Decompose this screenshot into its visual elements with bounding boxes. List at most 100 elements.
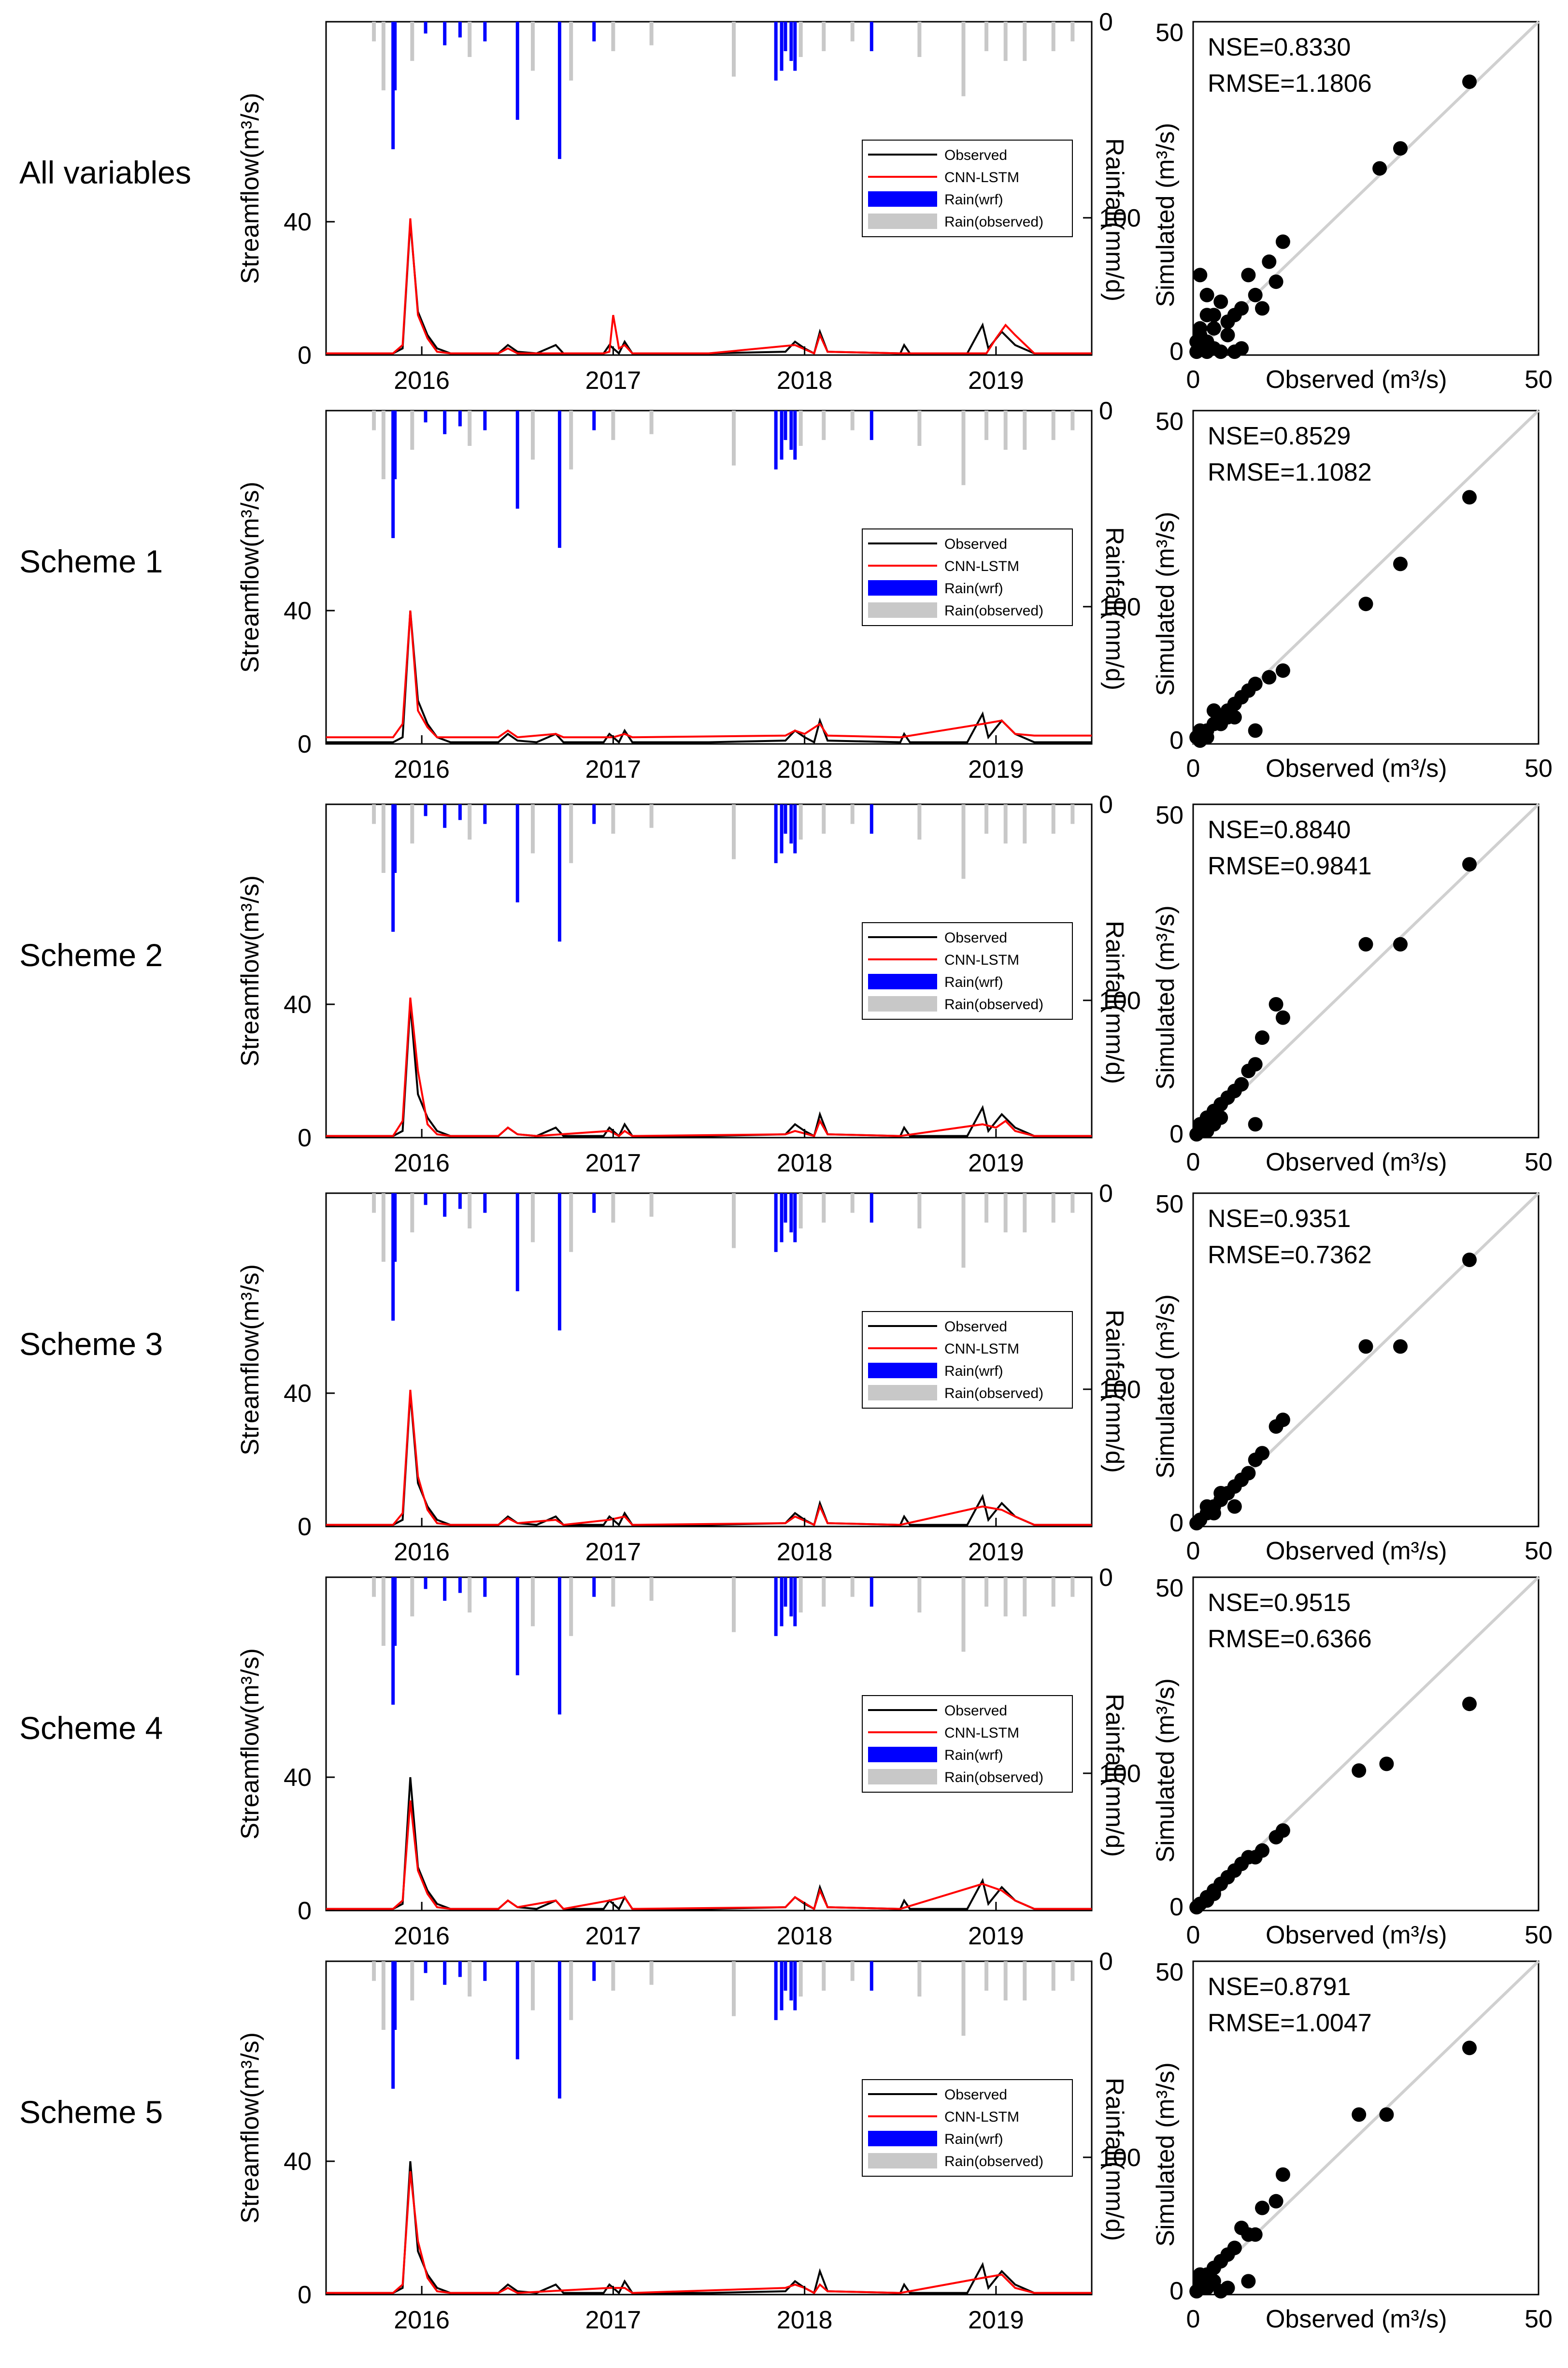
scatter-point — [1358, 597, 1373, 612]
observed-line — [326, 221, 1092, 355]
scatter-ylabel: Simulated (m³/s) — [1152, 1294, 1180, 1478]
scatter-point — [1269, 997, 1283, 1012]
scatter-y-tick-label: 0 — [1169, 1509, 1183, 1537]
scatter-y-tick-label: 0 — [1169, 727, 1183, 755]
x-tick-label: 2019 — [968, 1922, 1024, 1950]
x-tick-label: 2019 — [968, 367, 1024, 395]
scatter-point — [1393, 556, 1408, 571]
row-label: Scheme 1 — [19, 543, 163, 579]
y-tick-label: 40 — [284, 1764, 312, 1792]
scatter-point — [1248, 287, 1263, 302]
nse-value: NSE=0.9515 — [1208, 1589, 1351, 1617]
scatter-point — [1189, 334, 1204, 349]
panel-5 — [325, 1960, 1540, 2299]
scatter-point — [1213, 2284, 1228, 2299]
legend-label: Rain(observed) — [944, 603, 1043, 619]
scatter-y-tick-label: 0 — [1169, 338, 1183, 366]
scatter-axes — [1192, 1960, 1539, 2296]
scatter-point — [1234, 2221, 1249, 2235]
scatter-point — [1462, 2040, 1477, 2055]
cnn-lstm-line — [326, 997, 1092, 1138]
scatter-y-tick-label: 50 — [1155, 1958, 1183, 1986]
y-tick-label: 0 — [298, 1897, 312, 1925]
scatter-xlabel: Observed (m³/s) — [1266, 1148, 1447, 1176]
x-tick-label: 2017 — [585, 1149, 641, 1177]
scatter-point — [1275, 234, 1290, 249]
ylabel-left: Streamflow(m³/s) — [236, 1264, 264, 1455]
legend-label: CNN-LSTM — [944, 170, 1019, 185]
scatter-point — [1189, 1516, 1204, 1531]
scatter-point — [1393, 141, 1408, 156]
scatter-point — [1269, 1830, 1283, 1845]
scatter-point — [1255, 1030, 1269, 1045]
legend-label: Rain(wrf) — [944, 1747, 1003, 1763]
rain-tick-label: 0 — [1099, 1564, 1113, 1592]
y-tick-label: 0 — [298, 1124, 312, 1152]
scatter-point — [1213, 1110, 1228, 1125]
legend-label: CNN-LSTM — [944, 1341, 1019, 1357]
ylabel-right: Rainfall(mm/d) — [1100, 1694, 1128, 1857]
scatter-x-tick-label: 50 — [1525, 755, 1553, 783]
x-tick-label: 2018 — [777, 2306, 833, 2334]
scatter-point — [1213, 344, 1228, 359]
legend-label: Rain(observed) — [944, 2154, 1043, 2169]
rmse-value: RMSE=1.1806 — [1208, 70, 1372, 98]
legend-label: Rain(wrf) — [944, 2131, 1003, 2147]
panel-4 — [325, 1576, 1540, 1915]
timeseries-axes — [325, 1576, 1093, 1912]
x-tick-label: 2017 — [585, 1922, 641, 1950]
legend-label: Rain(observed) — [944, 214, 1043, 230]
legend-label: CNN-LSTM — [944, 558, 1019, 574]
ylabel-left: Streamflow(m³/s) — [236, 2032, 264, 2224]
scatter-x-tick-label: 0 — [1186, 2305, 1200, 2333]
rain-tick-label: 100 — [1099, 1376, 1141, 1404]
cnn-lstm-line — [326, 218, 1092, 355]
x-tick-label: 2016 — [394, 756, 450, 784]
scatter-axes — [1192, 803, 1539, 1139]
legend-label: Rain(wrf) — [944, 192, 1003, 208]
rmse-value: RMSE=1.1082 — [1208, 458, 1372, 486]
scatter-point — [1372, 161, 1387, 176]
y-tick-label: 0 — [298, 730, 312, 758]
scatter-point — [1206, 703, 1221, 718]
ylabel-right: Rainfall(mm/d) — [1100, 2078, 1128, 2241]
scatter-x-tick-label: 0 — [1186, 366, 1200, 394]
ylabel-left: Streamflow(m³/s) — [236, 93, 264, 284]
row-label: Scheme 3 — [19, 1326, 163, 1362]
row-label: Scheme 2 — [19, 937, 163, 973]
scatter-point — [1462, 490, 1477, 505]
observed-line — [326, 2161, 1092, 2295]
legend-label: Rain(wrf) — [944, 581, 1003, 597]
rain-tick-label: 0 — [1099, 1948, 1113, 1976]
scatter-point — [1269, 274, 1283, 289]
scatter-point — [1206, 308, 1221, 323]
legend-label: Observed — [944, 1703, 1007, 1719]
scatter-xlabel: Observed (m³/s) — [1266, 755, 1447, 783]
scatter-x-tick-label: 0 — [1186, 1148, 1200, 1176]
scatter-point — [1220, 328, 1235, 342]
legend-swatch — [868, 214, 937, 229]
scatter-point — [1189, 1900, 1204, 1915]
rain-tick-label: 0 — [1099, 1180, 1113, 1208]
scatter-x-tick-label: 0 — [1186, 1537, 1200, 1565]
x-tick-label: 2017 — [585, 1538, 641, 1566]
x-tick-label: 2018 — [777, 1149, 833, 1177]
legend-swatch — [868, 1747, 937, 1762]
legend-swatch — [868, 996, 937, 1012]
scatter-point — [1262, 670, 1277, 685]
panel-3 — [325, 1192, 1540, 1531]
scatter-point — [1248, 723, 1263, 738]
row-label: All variables — [19, 155, 191, 190]
cnn-lstm-line — [326, 610, 1092, 739]
scatter-point — [1379, 1756, 1394, 1771]
legend-swatch — [868, 2131, 937, 2146]
scatter-point — [1358, 937, 1373, 952]
ylabel-left: Streamflow(m³/s) — [236, 875, 264, 1067]
scatter-point — [1393, 1339, 1408, 1354]
scatter-point — [1193, 268, 1208, 283]
observed-line — [326, 1004, 1092, 1138]
scatter-xlabel: Observed (m³/s) — [1266, 1537, 1447, 1565]
scatter-point — [1227, 1499, 1242, 1514]
scatter-point — [1462, 857, 1477, 872]
